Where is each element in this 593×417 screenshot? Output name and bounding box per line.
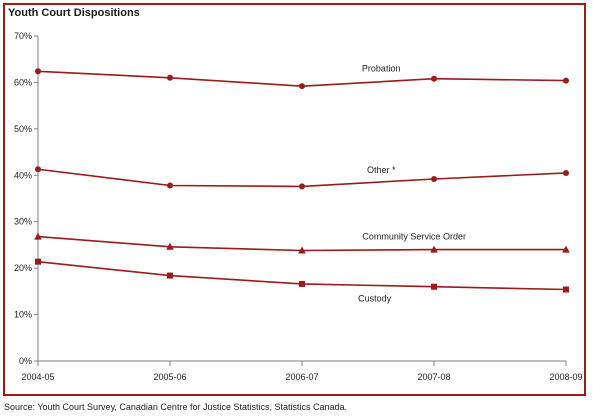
x-tick-label: 2008-09 — [549, 372, 582, 382]
data-point — [563, 169, 569, 176]
data-point — [167, 74, 173, 81]
data-point — [34, 232, 42, 240]
data-point — [299, 83, 305, 90]
y-tick-label: 10% — [14, 310, 32, 320]
data-point — [430, 245, 438, 253]
series-label: Community Service Order — [362, 232, 466, 242]
data-point — [562, 245, 570, 253]
chart-title: Youth Court Dispositions — [8, 7, 140, 19]
x-tick-label: 2005-06 — [153, 372, 186, 382]
data-point — [298, 246, 306, 254]
series-label: Probation — [362, 64, 401, 74]
y-tick-label: 30% — [14, 217, 32, 227]
data-point — [166, 242, 174, 250]
data-point — [35, 258, 41, 265]
data-point — [35, 166, 41, 173]
data-point — [431, 176, 437, 182]
data-point — [563, 77, 569, 84]
y-tick-label: 0% — [19, 356, 32, 366]
series-label: Custody — [358, 293, 392, 303]
x-tick-label: 2006-07 — [285, 372, 318, 382]
data-point — [167, 182, 173, 189]
y-tick-label: 60% — [14, 77, 32, 87]
data-point — [299, 280, 305, 287]
y-tick-label: 40% — [14, 170, 32, 180]
data-point — [431, 75, 437, 82]
source-note: Source: Youth Court Survey, Canadian Cen… — [4, 402, 348, 412]
y-tick-label: 50% — [14, 124, 32, 134]
chart-frame — [3, 3, 586, 396]
series-label: Other * — [367, 165, 396, 175]
x-tick-label: 2004-05 — [21, 372, 54, 382]
x-tick-label: 2007-08 — [417, 372, 450, 382]
data-point — [431, 283, 437, 290]
data-point — [35, 68, 41, 75]
data-point — [167, 272, 173, 279]
data-point — [563, 286, 569, 293]
y-tick-label: 20% — [14, 263, 32, 273]
data-point — [299, 183, 305, 190]
y-tick-label: 70% — [14, 31, 32, 41]
